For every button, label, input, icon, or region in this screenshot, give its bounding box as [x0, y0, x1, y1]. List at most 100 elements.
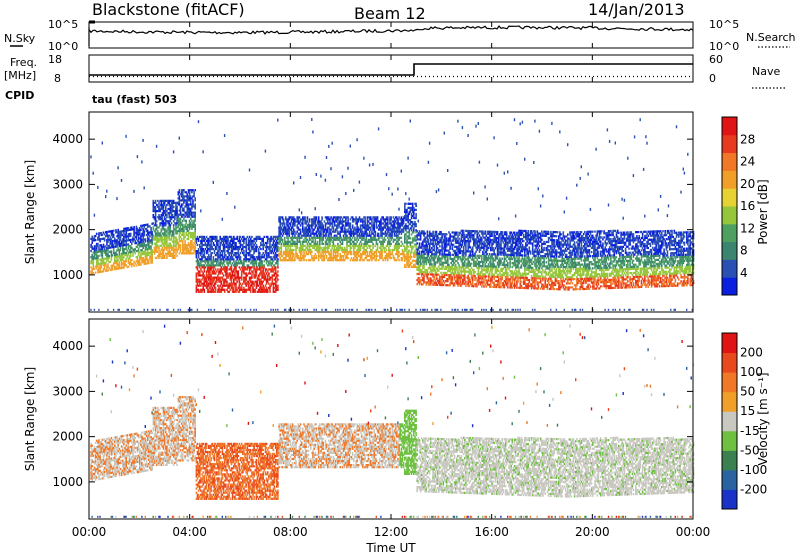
echo-cell — [316, 216, 318, 218]
echo-cell — [156, 224, 158, 226]
echo-cell — [243, 262, 245, 264]
echo-cell — [260, 242, 262, 244]
echo-cell — [179, 203, 181, 205]
echo-cell — [119, 309, 120, 311]
echo-cell — [235, 287, 237, 289]
echo-cell — [376, 259, 378, 261]
echo-cell — [179, 234, 181, 236]
echo-cell — [93, 172, 94, 175]
echo-cell — [404, 239, 406, 241]
echo-cell — [404, 205, 406, 207]
echo-cell — [132, 263, 134, 265]
echo-cell — [330, 229, 332, 231]
echo-cell — [376, 251, 378, 253]
echo-cell — [235, 285, 237, 287]
echo-cell — [366, 231, 368, 233]
echo-cell — [98, 234, 100, 236]
echo-cell — [108, 255, 110, 257]
echo-cell — [153, 207, 154, 210]
echo-cell — [180, 309, 181, 311]
echo-cell — [173, 226, 175, 228]
echo-cell — [298, 218, 300, 220]
echo-cell — [162, 236, 164, 238]
echo-cell — [356, 309, 357, 311]
echo-cell — [330, 253, 332, 255]
echo-cell — [145, 238, 147, 240]
echo-cell — [173, 200, 175, 202]
echo-cell — [276, 256, 278, 258]
echo-cell — [243, 270, 245, 272]
echo-cell — [182, 220, 184, 222]
echo-cell — [327, 231, 329, 233]
echo-cell — [284, 237, 286, 239]
echo-cell — [258, 277, 260, 279]
echo-cell — [226, 260, 228, 262]
echo-cell — [125, 258, 127, 260]
echo-cell — [403, 220, 405, 222]
echo-cell — [410, 223, 412, 225]
echo-cell — [356, 233, 358, 235]
echo-cell — [236, 258, 238, 260]
echo-cell — [204, 254, 206, 256]
echo-cell — [196, 291, 198, 293]
echo-cell — [249, 236, 251, 238]
echo-cell — [173, 309, 174, 311]
echo-cell — [251, 285, 253, 287]
echo-cell — [175, 204, 177, 206]
echo-cell — [375, 245, 377, 247]
echo-cell — [213, 256, 215, 258]
echo-cell — [386, 249, 388, 251]
echo-cell — [197, 258, 199, 260]
echo-cell — [232, 262, 234, 264]
echo-cell — [268, 274, 270, 276]
echo-cell — [255, 277, 257, 279]
echo-cell — [219, 236, 221, 238]
echo-cell — [273, 289, 275, 291]
echo-cell — [232, 252, 234, 254]
echo-cell — [165, 224, 167, 226]
echo-cell — [352, 224, 354, 226]
echo-cell — [281, 245, 283, 247]
echo-cell — [97, 257, 99, 259]
echo-cell — [431, 255, 433, 257]
echo-cell — [95, 235, 97, 237]
echo-cell — [215, 283, 217, 285]
echo-cell — [248, 238, 250, 240]
echo-cell — [318, 218, 320, 220]
echo-cell — [319, 243, 321, 245]
echo-cell — [366, 239, 368, 241]
echo-cell — [414, 264, 416, 266]
echo-cell — [200, 262, 202, 264]
echo-cell — [382, 243, 384, 245]
echo-cell — [188, 205, 190, 207]
echo-cell — [224, 248, 226, 250]
echo-cell — [187, 201, 189, 203]
echo-cell — [165, 208, 167, 210]
echo-cell — [368, 220, 370, 222]
echo-cell — [183, 238, 185, 240]
echo-cell — [97, 186, 98, 189]
echo-cell — [405, 250, 407, 252]
echo-cell — [192, 201, 194, 203]
echo-cell — [332, 224, 334, 226]
echo-cell — [295, 251, 297, 253]
echo-cell — [272, 248, 274, 250]
echo-cell — [134, 262, 136, 264]
noise-panel: N.Sky 10^5 10^0 10^5 10^0 N.Search — [4, 18, 796, 53]
echo-cell — [353, 249, 355, 251]
echo-cell — [245, 254, 247, 256]
echo-cell — [137, 155, 138, 158]
echo-cell — [256, 272, 258, 274]
echo-cell — [301, 211, 302, 214]
echo-cell — [332, 142, 333, 145]
echo-cell — [428, 273, 430, 275]
echo-cell — [112, 267, 114, 269]
station-title: Blackstone (fitACF) — [92, 0, 245, 19]
echo-cell — [167, 309, 168, 311]
echo-cell — [171, 245, 173, 247]
echo-cell — [355, 255, 357, 257]
echo-cell — [183, 208, 185, 210]
echo-cell — [272, 258, 274, 260]
echo-cell — [269, 244, 271, 246]
echo-cell — [239, 248, 241, 250]
